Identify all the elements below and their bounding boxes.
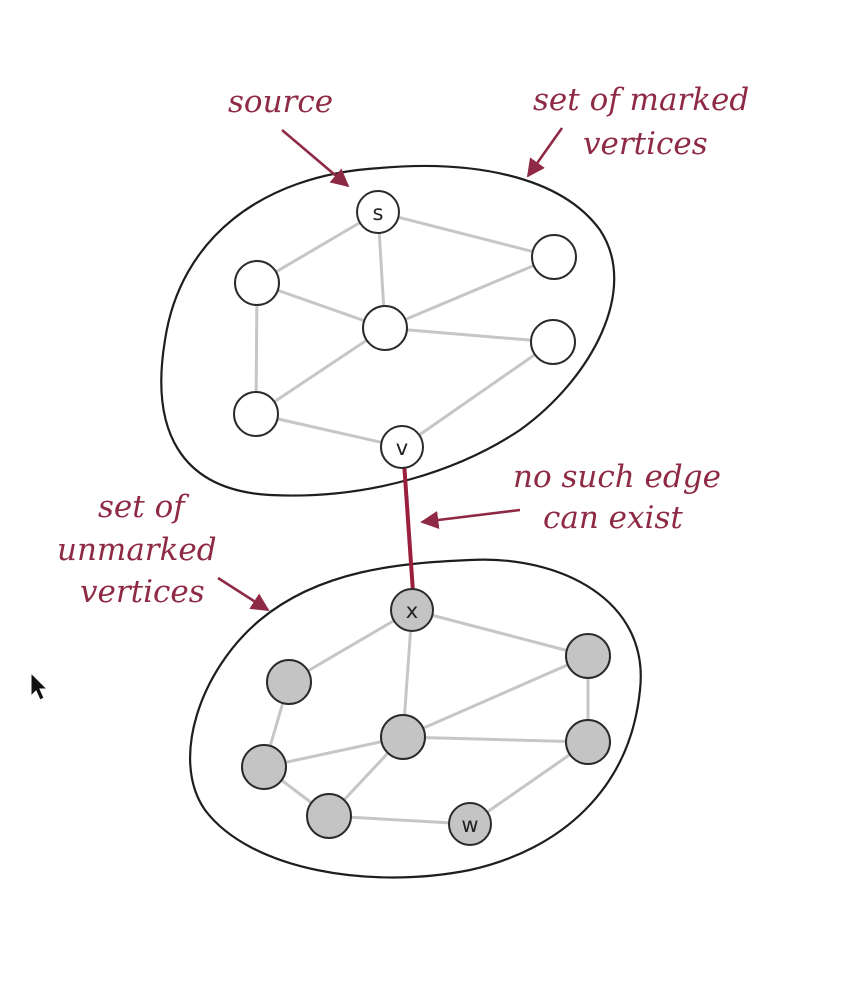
vertex [234, 260, 280, 306]
marked-set-label-line2: vertices [583, 126, 708, 162]
arrow-cursor-icon [30, 671, 49, 701]
edge [328, 814, 471, 826]
marked-set-region [160, 164, 616, 497]
marked-set-label-line1: set of marked [533, 82, 749, 118]
edge [411, 608, 589, 658]
vertex [530, 319, 576, 365]
vertex [241, 744, 287, 790]
vertex-label-v: v [396, 436, 408, 460]
source-arrow [281, 129, 350, 188]
edge [263, 735, 404, 769]
no-edge-arrow [420, 508, 521, 530]
vertex-label-w: w [461, 813, 478, 837]
vertex-s [356, 190, 400, 234]
vertex [565, 719, 611, 765]
unmarked-edges [262, 608, 590, 826]
no-edge-label-line2: can exist [543, 500, 683, 536]
vertex [306, 793, 352, 839]
vertex-v [380, 425, 424, 469]
unmarked-set-arrow [217, 576, 270, 612]
unmarked-vertices [241, 588, 611, 846]
edge [402, 654, 589, 739]
source-label: source [228, 84, 333, 120]
edge [288, 608, 413, 684]
marked-set-arrow [526, 127, 564, 178]
vertex-x [390, 588, 434, 632]
edge [384, 326, 554, 344]
unmarked-set-label-line3: vertices [80, 574, 205, 610]
edge [402, 735, 589, 744]
vertex [266, 659, 312, 705]
edge [377, 210, 555, 259]
crossing-edge-v-x [402, 461, 415, 593]
edge [255, 412, 403, 449]
unmarked-set-label-line1: set of [98, 489, 190, 525]
edge [469, 740, 589, 826]
edge [255, 326, 386, 416]
no-edge-label-line1: no such edge [513, 459, 721, 495]
vertex [380, 714, 426, 760]
vertex-label-s: s [373, 201, 384, 225]
vertex-w [448, 802, 492, 846]
vertex-label-x: x [406, 599, 418, 623]
unmarked-set-label-line2: unmarked [57, 532, 217, 568]
edge [256, 210, 379, 285]
vertex [233, 391, 279, 437]
unmarked-set-region [189, 558, 642, 879]
edge [384, 255, 555, 330]
vertex [565, 633, 611, 679]
edge [401, 340, 554, 449]
marked-vertices [233, 190, 577, 469]
vertex [362, 305, 408, 351]
vertex [531, 234, 577, 280]
